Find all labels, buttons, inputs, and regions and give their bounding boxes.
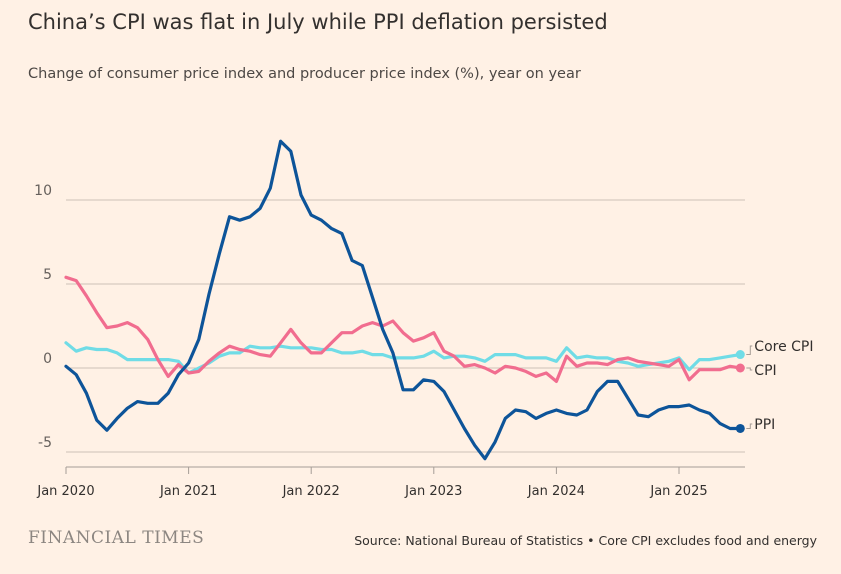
series-label: Core CPI [754, 339, 813, 355]
end-point-marker [735, 423, 745, 433]
label-leader-line [746, 367, 753, 371]
chart-title: China’s CPI was flat in July while PPI d… [28, 10, 608, 34]
end-point-marker [735, 350, 745, 360]
x-tick-label: Jan 2025 [649, 484, 707, 499]
x-tick-label: Jan 2020 [36, 484, 94, 499]
series-label: CPI [754, 363, 776, 379]
y-tick-label: -5 [38, 435, 52, 451]
y-tick-label: 0 [43, 351, 52, 367]
x-tick-label: Jan 2022 [282, 484, 340, 499]
source-note: Source: National Bureau of Statistics • … [354, 533, 817, 548]
series-line-cpi [64, 275, 742, 383]
series-label: PPI [754, 417, 775, 433]
label-leader-line [746, 423, 753, 429]
series-line-ppi [64, 139, 742, 461]
y-tick-label: 5 [43, 267, 52, 283]
x-tick-label: Jan 2023 [404, 484, 462, 499]
x-tick-label: Jan 2024 [527, 484, 585, 499]
label-leader-line [746, 345, 753, 356]
y-tick-label: 10 [34, 183, 52, 199]
ft-logo: FINANCIAL TIMES [28, 528, 205, 548]
end-point-marker [735, 363, 745, 373]
chart-subtitle: Change of consumer price index and produ… [28, 66, 581, 82]
series-line-core-cpi [64, 341, 742, 375]
x-tick-label: Jan 2021 [159, 484, 217, 499]
